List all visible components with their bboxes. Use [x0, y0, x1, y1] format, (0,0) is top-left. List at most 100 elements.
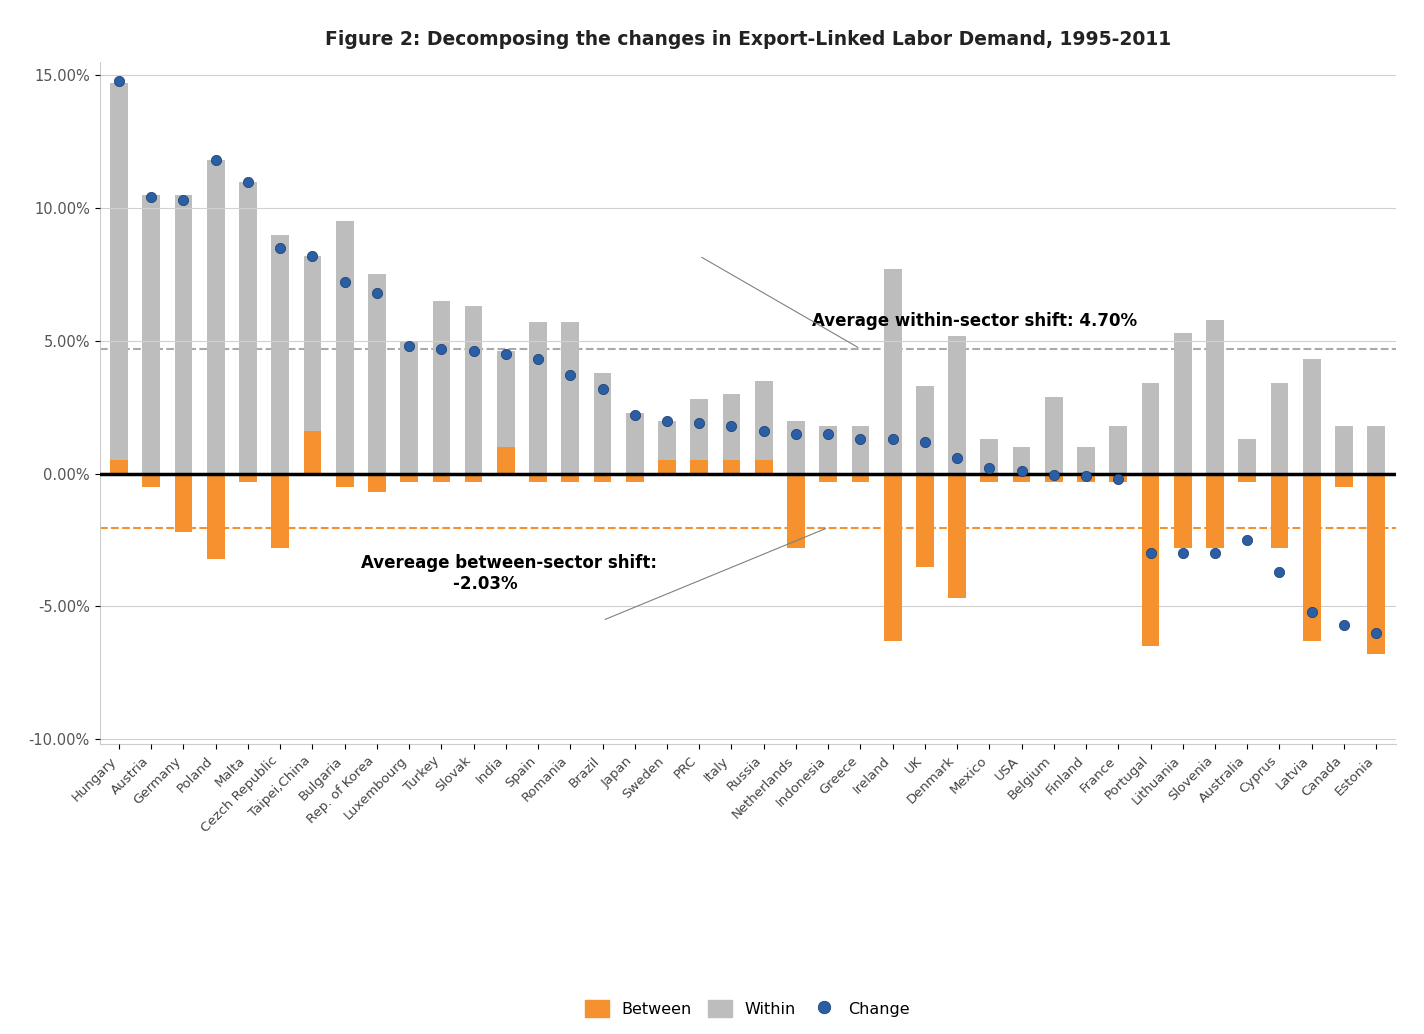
Change [752, 423, 775, 439]
Bar [272, 235, 289, 474]
Bar [1270, 474, 1289, 548]
Change [204, 152, 226, 169]
Bar [464, 306, 483, 474]
Bar [433, 474, 450, 482]
Bar [981, 439, 998, 474]
Legend: Between, Within, Change: Between, Within, Change [578, 994, 917, 1023]
Change [333, 274, 356, 291]
Bar [916, 474, 934, 567]
Bar [497, 447, 514, 474]
Bar [1303, 474, 1320, 641]
Bar [1142, 384, 1159, 474]
Bar [594, 474, 611, 482]
Bar [175, 474, 192, 533]
Change [1364, 625, 1387, 641]
Bar [981, 474, 998, 482]
Bar [530, 474, 547, 482]
Bar [1173, 333, 1192, 474]
Bar [142, 194, 159, 474]
Bar [367, 274, 386, 474]
Bar [1077, 447, 1095, 474]
Change [881, 431, 904, 448]
Bar [691, 399, 708, 474]
Bar [1303, 360, 1320, 474]
Bar [852, 474, 869, 482]
Change [1333, 616, 1356, 633]
Change [527, 352, 550, 368]
Bar [1012, 447, 1031, 474]
Bar [691, 460, 708, 474]
Bar [787, 474, 805, 548]
Bar [367, 474, 386, 492]
Change [1139, 545, 1162, 561]
Bar [303, 431, 322, 474]
Bar [206, 160, 225, 474]
Bar [884, 269, 901, 474]
Bar [1012, 474, 1031, 482]
Change [269, 240, 292, 256]
Change [849, 431, 871, 448]
Bar [787, 421, 805, 474]
Bar [336, 221, 353, 474]
Change [1203, 545, 1226, 561]
Change [817, 426, 840, 443]
Bar [1206, 320, 1223, 474]
Change [430, 340, 453, 357]
Change [721, 418, 743, 434]
Bar [142, 474, 159, 487]
Change [140, 189, 162, 206]
Bar [948, 336, 965, 474]
Bar [400, 474, 419, 482]
Bar [1367, 426, 1386, 474]
Bar [206, 474, 225, 558]
Bar [819, 474, 837, 482]
Bar [110, 84, 128, 474]
Change [1010, 462, 1032, 479]
Bar [1173, 474, 1192, 548]
Change [1106, 470, 1129, 487]
Bar [1077, 474, 1095, 482]
Bar [755, 460, 773, 474]
Change [463, 343, 486, 360]
Change [1075, 468, 1098, 485]
Bar [627, 413, 644, 474]
Text: Avereage between-sector shift:
                -2.03%: Avereage between-sector shift: -2.03% [360, 554, 656, 592]
Change [1300, 604, 1323, 620]
Bar [1142, 474, 1159, 646]
Bar [852, 426, 869, 474]
Change [978, 460, 1001, 477]
Change [1042, 466, 1065, 483]
Change [300, 247, 323, 264]
Bar [1367, 474, 1386, 655]
Change [494, 345, 517, 362]
Bar [1045, 474, 1062, 482]
Bar [1109, 426, 1128, 474]
Change [946, 450, 968, 466]
Change [108, 72, 131, 89]
Bar [658, 460, 676, 474]
Change [591, 381, 614, 397]
Change [688, 415, 711, 431]
Change [397, 338, 420, 355]
Change [1269, 564, 1292, 580]
Bar [336, 474, 353, 487]
Change [655, 413, 678, 429]
Change [914, 433, 937, 450]
Bar [1336, 426, 1353, 474]
Bar [530, 323, 547, 474]
Change [366, 284, 389, 301]
Bar [722, 394, 740, 474]
Bar [561, 323, 580, 474]
Title: Figure 2: Decomposing the changes in Export-Linked Labor Demand, 1995-2011: Figure 2: Decomposing the changes in Exp… [325, 30, 1171, 50]
Bar [464, 474, 483, 482]
Bar [1206, 474, 1223, 548]
Change [558, 367, 581, 384]
Bar [658, 421, 676, 474]
Bar [239, 182, 256, 474]
Bar [819, 426, 837, 474]
Bar [1270, 384, 1289, 474]
Change [1236, 531, 1259, 548]
Bar [722, 460, 740, 474]
Bar [400, 341, 419, 474]
Bar [1239, 439, 1256, 474]
